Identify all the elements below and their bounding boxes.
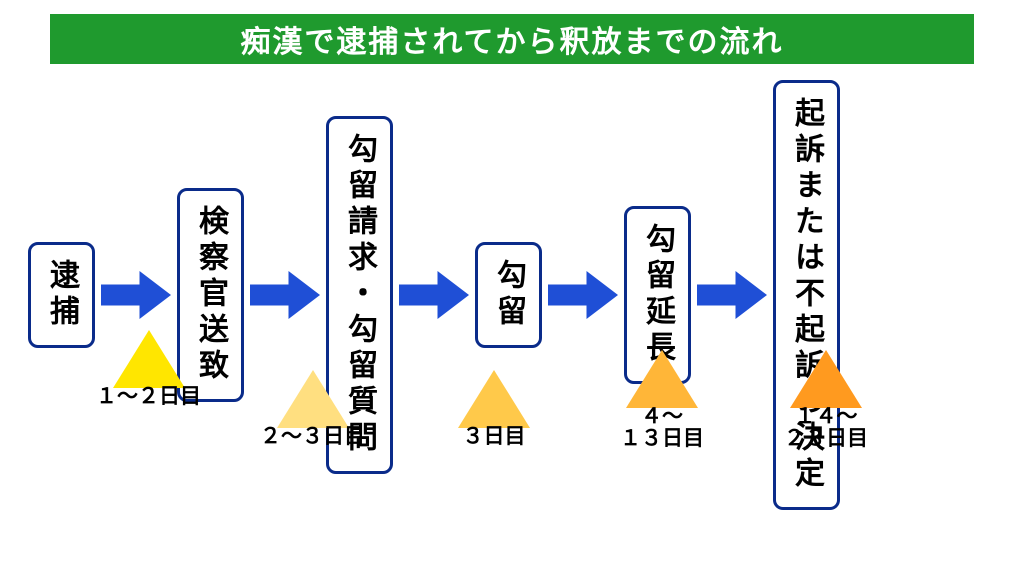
- arrow-icon: [399, 271, 469, 319]
- day-marker-2: ３日目: [458, 370, 530, 448]
- triangle-icon: [113, 330, 185, 388]
- arrow-icon: [250, 271, 320, 319]
- day-label: ３日目: [463, 426, 526, 448]
- triangle-icon: [277, 370, 349, 428]
- day-label: １４～ ２３日目: [784, 406, 868, 450]
- arrow-icon: [101, 271, 171, 319]
- stage-box-3: 勾留: [475, 242, 542, 348]
- arrow-icon: [548, 271, 618, 319]
- stage-label: 勾留延長: [641, 223, 674, 367]
- day-marker-3: ４～ １３日目: [620, 350, 704, 450]
- stage-box-0: 逮捕: [28, 242, 95, 348]
- triangle-icon: [790, 350, 862, 408]
- day-label: ４～ １３日目: [620, 406, 704, 450]
- day-marker-4: １４～ ２３日目: [784, 350, 868, 450]
- day-label: ２～３日目: [260, 426, 365, 448]
- day-marker-1: ２～３日目: [260, 370, 365, 448]
- triangle-icon: [458, 370, 530, 428]
- title-text: 痴漢で逮捕されてから釈放までの流れ: [240, 17, 783, 61]
- day-marker-0: １～２日目: [96, 330, 201, 408]
- title-bar: 痴漢で逮捕されてから釈放までの流れ: [50, 14, 974, 64]
- triangle-icon: [626, 350, 698, 408]
- arrow-icon: [697, 271, 767, 319]
- day-label: １～２日目: [96, 386, 201, 408]
- stage-label: 逮捕: [45, 259, 78, 331]
- stage-label: 勾留: [492, 259, 525, 331]
